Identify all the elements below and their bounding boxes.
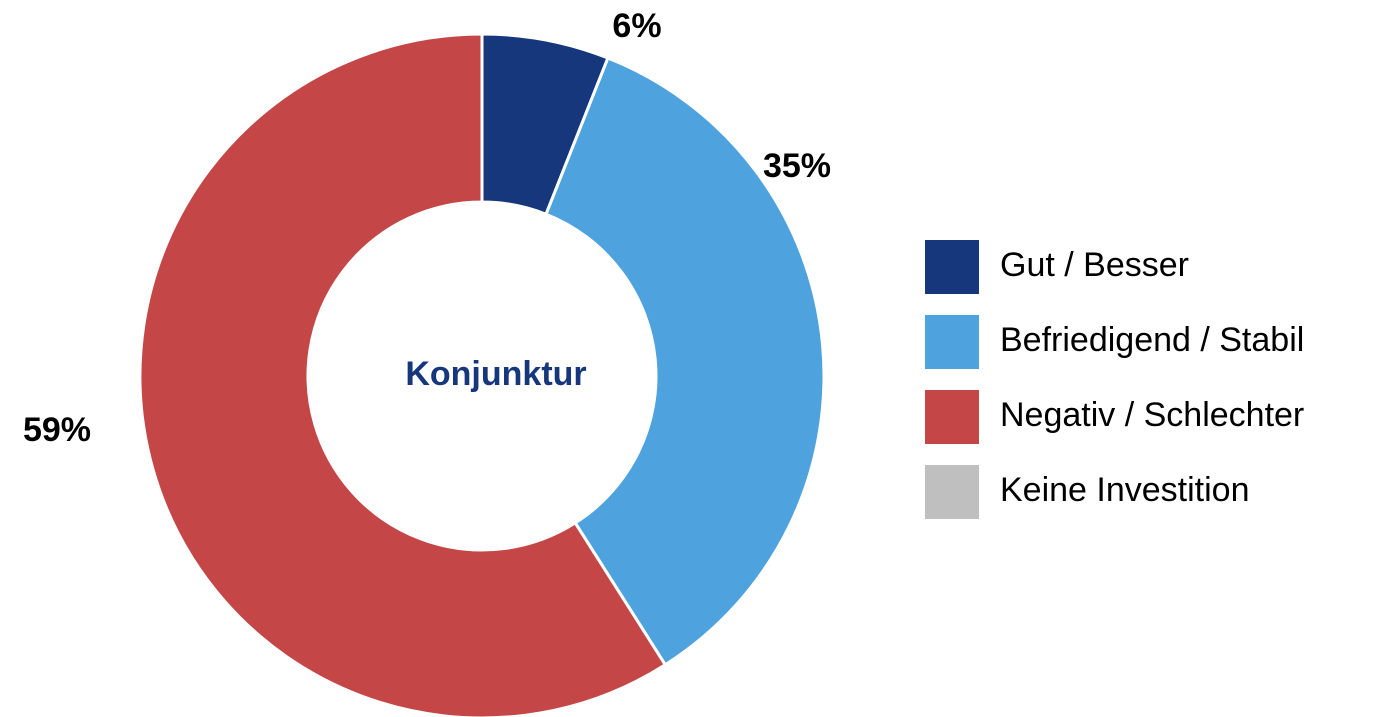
legend-label: Keine Investition: [1000, 471, 1250, 509]
legend-label: Negativ / Schlechter: [1000, 396, 1304, 434]
center-label: Konjunktur: [405, 355, 586, 393]
legend-swatch: [925, 465, 979, 519]
legend-swatch: [925, 240, 979, 294]
legend-swatch: [925, 390, 979, 444]
legend-label: Gut / Besser: [1000, 246, 1189, 284]
donut-slice: [544, 56, 826, 667]
value-label: 35%: [763, 147, 831, 185]
value-label: 59%: [23, 411, 91, 449]
legend-swatch: [925, 315, 979, 369]
legend-label: Befriedigend / Stabil: [1000, 321, 1304, 359]
value-label: 6%: [612, 7, 661, 45]
donut-slice: [138, 32, 668, 717]
